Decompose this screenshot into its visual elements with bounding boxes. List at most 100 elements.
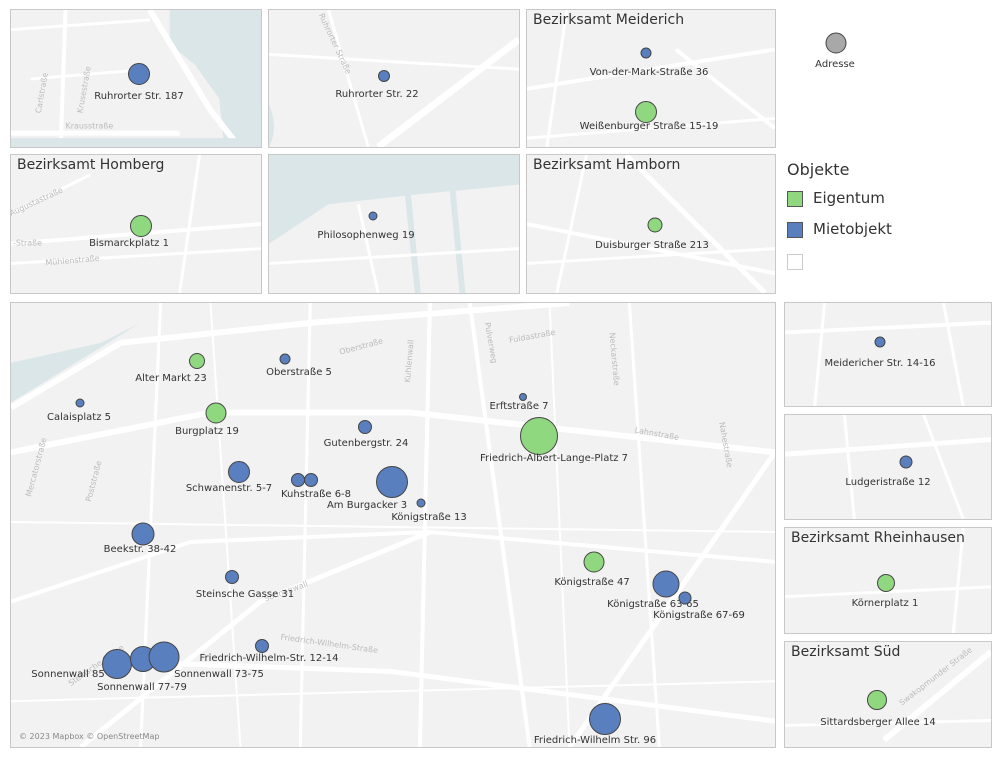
legend-swatch <box>787 222 803 238</box>
map-panel-homberg[interactable]: Augustastraße -Straße Mühlenstraße Bezir… <box>10 154 262 294</box>
map-marker[interactable] <box>291 473 305 487</box>
map-marker[interactable] <box>304 473 318 487</box>
map-panel-mitte[interactable]: Oberstraße Fuldastraße Kuhlenwall Pulver… <box>10 302 776 748</box>
marker-label: Körnerplatz 1 <box>851 598 919 609</box>
legend-label: Eigentum <box>813 189 885 207</box>
map-marker[interactable] <box>635 101 657 123</box>
panel-title: Bezirksamt Süd <box>791 644 901 660</box>
marker-label: Gutenbergstr. 24 <box>323 438 409 449</box>
marker-label: Königstraße 63-65 <box>607 599 699 610</box>
basemap: Ruhrorter Straße <box>269 10 519 147</box>
map-marker[interactable] <box>358 420 372 434</box>
map-marker[interactable] <box>148 641 180 673</box>
map-panel-ruhrorter-str[interactable]: Ruhrorter Straße Ruhrorter Str. 22 <box>268 9 520 148</box>
map-panel-sued[interactable]: Swakopmunder Straße Bezirksamt Süd Sitta… <box>784 641 992 748</box>
map-panel-meidericher-str[interactable]: Meidericher Str. 14-16 <box>784 302 992 407</box>
marker-label: Sonnenwall 73-75 <box>174 669 264 680</box>
legend-item-eigentum[interactable]: Eigentum <box>787 189 987 211</box>
panel-title: Bezirksamt Meiderich <box>533 12 685 28</box>
basemap <box>785 303 991 406</box>
map-marker[interactable] <box>130 215 152 237</box>
panel-title: Bezirksamt Hamborn <box>533 157 681 173</box>
map-panel-meiderich[interactable]: Bezirksamt Meiderich Von-der-Mark-Straße… <box>526 9 776 148</box>
street-label: Krusestraße <box>76 65 93 113</box>
map-marker[interactable] <box>255 639 269 653</box>
map-panel-rheinhausen[interactable]: Bezirksamt Rheinhausen Körnerplatz 1 <box>784 527 992 634</box>
map-marker[interactable] <box>368 211 378 221</box>
map-marker[interactable] <box>279 353 291 365</box>
street-label: Mühlenstraße <box>45 254 100 268</box>
map-marker[interactable] <box>877 574 895 592</box>
marker-label: Königstraße 47 <box>554 577 630 588</box>
basemap: Oberstraße Fuldastraße Kuhlenwall Pulver… <box>11 303 775 747</box>
legend-swatch <box>787 191 803 207</box>
map-marker[interactable] <box>899 455 913 469</box>
map-panel-ruhrort[interactable]: Carlstraße Krusestraße Krausstraße Ruhro… <box>10 9 262 148</box>
map-marker[interactable] <box>376 466 408 498</box>
marker-label: Königstraße 67-69 <box>653 610 745 621</box>
panel-title: Bezirksamt Rheinhausen <box>791 530 965 546</box>
size-legend-circle <box>825 32 847 54</box>
marker-label: Friedrich-Albert-Lange-Platz 7 <box>479 453 629 464</box>
marker-label: Ludgeristraße 12 <box>845 477 931 488</box>
marker-label: Steinsche Gasse 31 <box>195 589 295 600</box>
legend-item-empty[interactable] <box>787 252 987 274</box>
street-label: Friedrich-Wilhelm-Straße <box>280 633 379 656</box>
marker-label: Von-der-Mark-Straße 36 <box>589 67 709 78</box>
map-marker[interactable] <box>128 63 150 85</box>
marker-label: Beekstr. 38-42 <box>103 544 177 555</box>
map-marker[interactable] <box>225 570 239 584</box>
marker-label: Friedrich-Wilhelm-Str. 12-14 <box>199 653 339 664</box>
basemap <box>527 10 775 147</box>
map-marker[interactable] <box>378 70 390 82</box>
map-marker[interactable] <box>205 402 227 424</box>
map-marker[interactable] <box>102 649 132 679</box>
street-label: Augustastraße <box>11 185 64 217</box>
map-attribution: © 2023 Mapbox © OpenStreetMap <box>19 732 160 741</box>
marker-label: Burgplatz 19 <box>175 426 239 437</box>
street-label: Krausstraße <box>66 121 114 130</box>
map-marker[interactable] <box>652 570 680 598</box>
size-legend: Adresse <box>800 30 870 75</box>
map-marker[interactable] <box>867 690 887 710</box>
map-marker[interactable] <box>416 498 426 508</box>
basemap: Carlstraße Krusestraße Krausstraße <box>11 10 261 147</box>
map-marker[interactable] <box>519 393 527 401</box>
map-marker[interactable] <box>589 703 621 735</box>
panel-title: Bezirksamt Homberg <box>17 157 165 173</box>
marker-label: Schwanenstr. 5-7 <box>185 483 273 494</box>
street-label: Pulverweg <box>483 322 499 364</box>
legend-item-mietobjekt[interactable]: Mietobjekt <box>787 220 987 242</box>
marker-label: Friedrich-Wilhelm Str. 96 <box>533 735 657 746</box>
marker-label: Philosophenweg 19 <box>317 230 415 241</box>
map-marker[interactable] <box>189 353 205 369</box>
marker-label: Bismarckplatz 1 <box>89 238 169 249</box>
map-panel-ludgeristrasse[interactable]: Ludgeristraße 12 <box>784 414 992 520</box>
map-marker[interactable] <box>874 336 886 348</box>
marker-label: Sittardsberger Allee 14 <box>820 717 936 728</box>
map-marker[interactable] <box>640 47 652 59</box>
marker-label: Calaisplatz 5 <box>47 412 111 423</box>
marker-label: Am Burgacker 3 <box>326 500 408 511</box>
map-marker[interactable] <box>678 591 692 605</box>
basemap: Swakopmunder Straße <box>785 645 991 743</box>
marker-label: Alter Markt 23 <box>135 373 207 384</box>
street-label: Oberstraße <box>338 336 384 356</box>
size-legend-label: Adresse <box>815 59 855 70</box>
street-label: Ruhrorter Straße <box>317 12 353 76</box>
map-marker[interactable] <box>131 522 155 546</box>
street-label: Fuldastraße <box>508 328 556 345</box>
street-label: Poststraße <box>84 460 104 503</box>
marker-label: Ruhrorter Str. 187 <box>94 91 184 102</box>
map-marker[interactable] <box>520 417 558 455</box>
map-panel-philosophenweg[interactable]: Philosophenweg 19 <box>268 154 520 294</box>
basemap <box>527 155 775 293</box>
legend-swatch <box>787 254 803 270</box>
marker-label: Weißenburger Straße 15-19 <box>579 121 719 132</box>
map-panel-hamborn[interactable]: Bezirksamt Hamborn Duisburger Straße 213 <box>526 154 776 294</box>
map-marker[interactable] <box>583 551 605 573</box>
map-marker[interactable] <box>228 461 250 483</box>
map-marker[interactable] <box>647 217 663 233</box>
marker-label: Erftstraße 7 <box>489 401 549 412</box>
map-marker[interactable] <box>75 398 85 408</box>
